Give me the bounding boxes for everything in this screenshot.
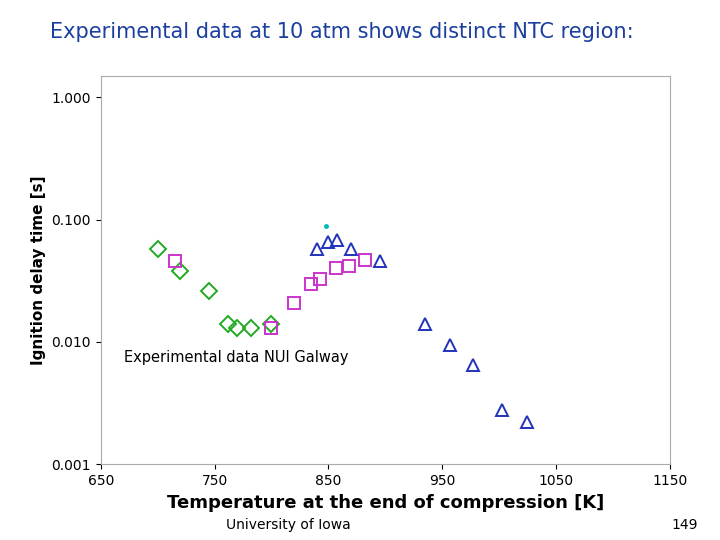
Text: Experimental data at 10 atm shows distinct NTC region:: Experimental data at 10 atm shows distin…: [50, 22, 634, 42]
Text: University of Iowa: University of Iowa: [225, 518, 351, 532]
Text: 149: 149: [672, 518, 698, 532]
Text: Experimental data NUI Galway: Experimental data NUI Galway: [124, 350, 348, 365]
X-axis label: Temperature at the end of compression [K]: Temperature at the end of compression [K…: [166, 494, 604, 512]
Y-axis label: Ignition delay time [s]: Ignition delay time [s]: [31, 176, 46, 364]
